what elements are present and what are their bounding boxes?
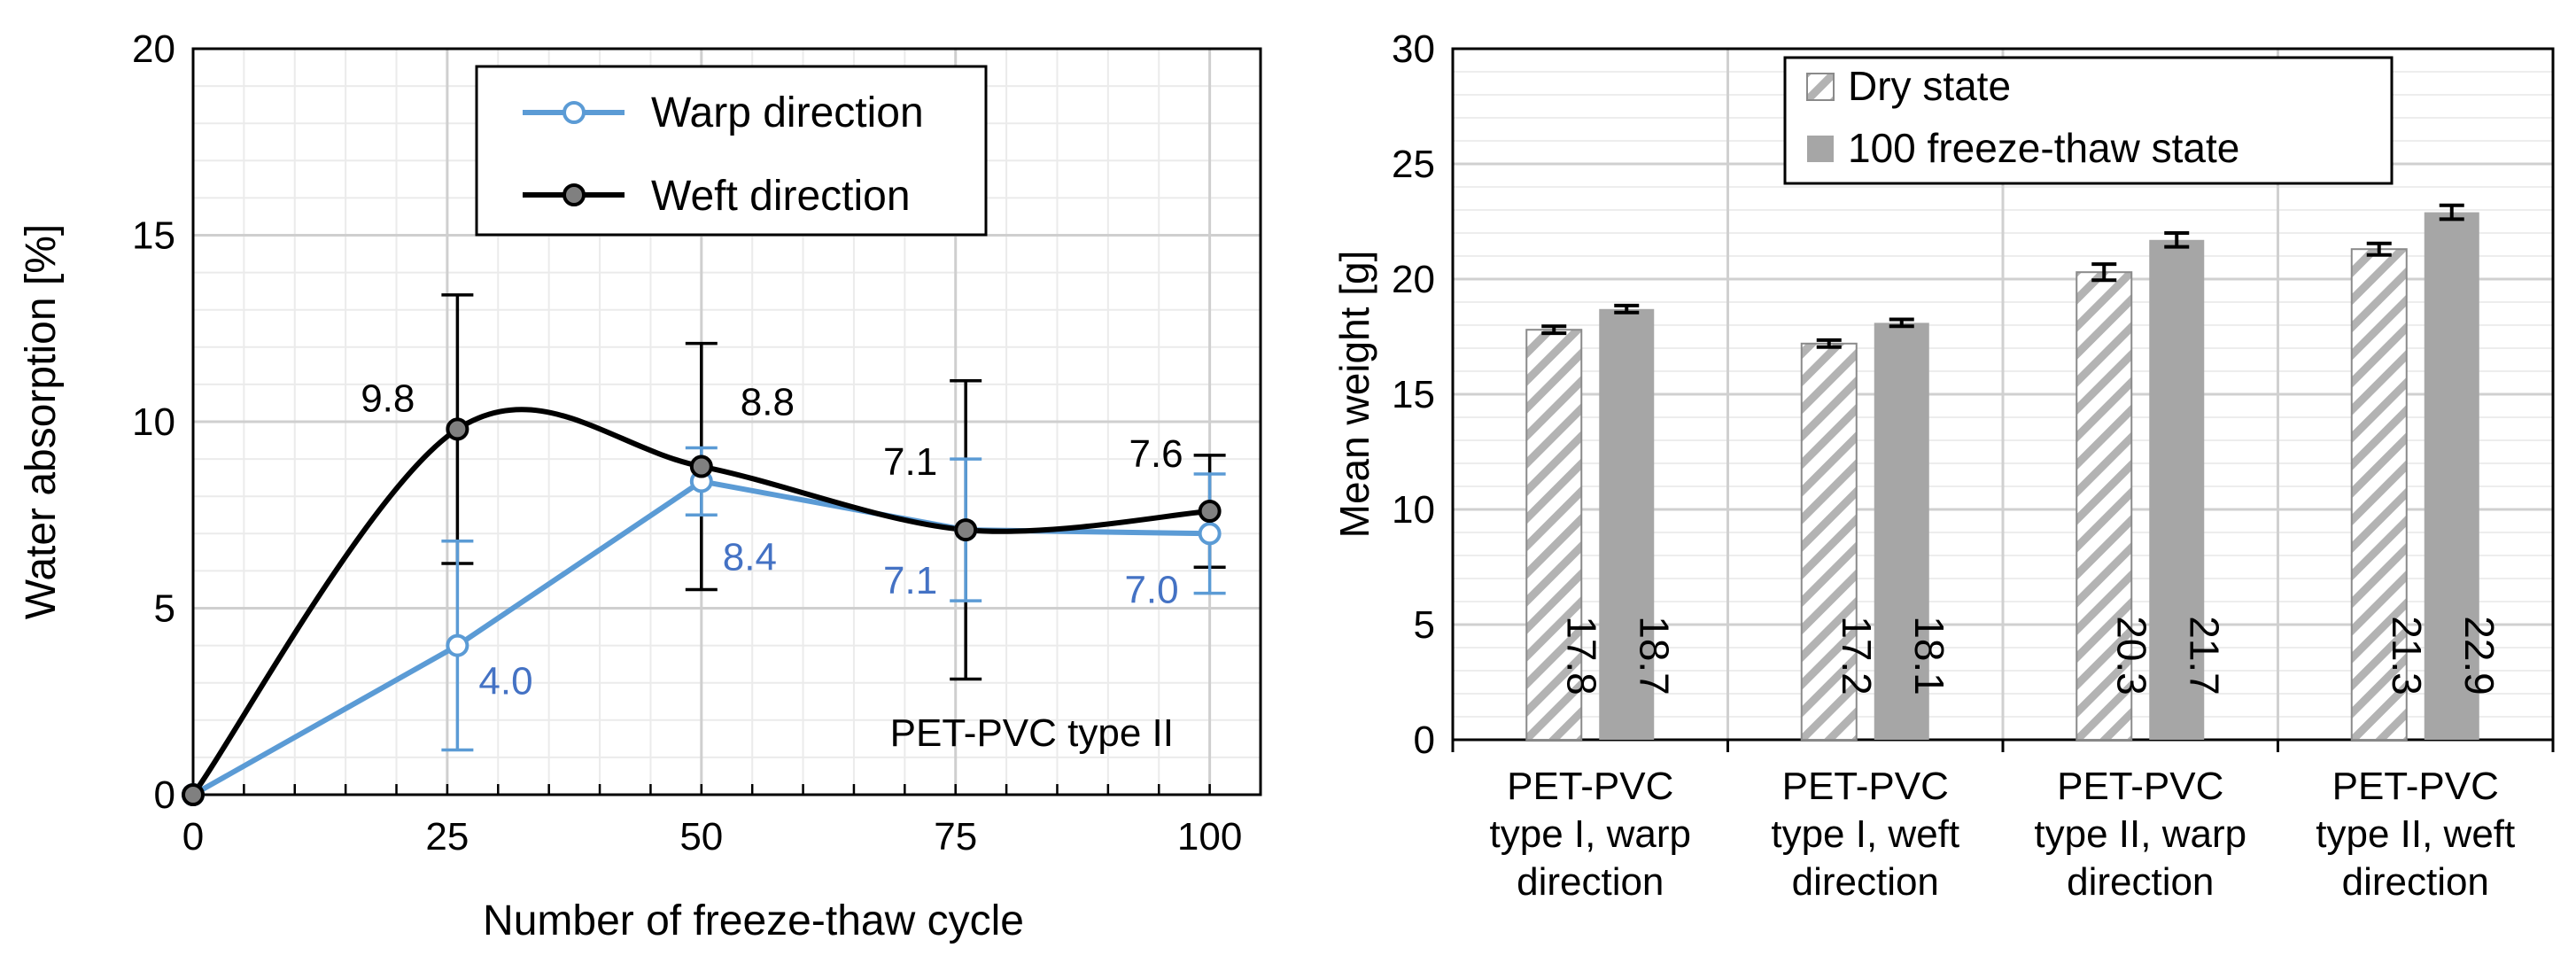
freeze-thaw-bar: [2149, 239, 2205, 740]
weft-point: [182, 783, 205, 806]
dry-state-value-label: 17.8: [1558, 616, 1604, 695]
legend: Dry state 100 freeze-thaw state: [1783, 56, 2394, 185]
legend-freeze-thaw-swatch: [1807, 136, 1834, 162]
legend: Warp direction Weft direction: [475, 65, 988, 237]
y-tick-label: 20: [1392, 258, 1435, 301]
freeze-thaw-bar: [1599, 308, 1655, 740]
weft-data-label: 9.8: [361, 377, 415, 420]
y-tick-label: 15: [132, 214, 175, 258]
weft-data-label: 8.8: [741, 381, 795, 424]
weft-point: [954, 518, 978, 542]
weft-point: [689, 454, 713, 478]
x-category-label: type I, weft: [1771, 812, 1959, 856]
x-category-label: direction: [2067, 860, 2214, 904]
legend-dry-swatch: [1806, 73, 1835, 101]
y-tick-label: 0: [1414, 719, 1435, 762]
freeze-thaw-value-label: 18.7: [1631, 616, 1677, 695]
x-category-label: PET-PVC: [2057, 765, 2223, 808]
x-category-label: type II, weft: [2316, 812, 2515, 856]
chart-annotation: PET-PVC type II: [890, 711, 1174, 755]
warp-data-label: 7.1: [883, 559, 937, 602]
y-tick-label: 30: [1392, 27, 1435, 71]
legend-weft-label: Weft direction: [651, 173, 911, 220]
warp-point: [1198, 522, 1222, 546]
freeze-thaw-value-label: 18.1: [1906, 616, 1952, 695]
x-category-label: PET-PVC: [2332, 765, 2499, 808]
legend-box: [1783, 56, 2394, 185]
freeze-thaw-bar: [2424, 212, 2479, 741]
x-category-label: type II, warp: [2034, 812, 2246, 856]
x-category-label: type I, warp: [1490, 812, 1691, 856]
warp-data-label: 4.0: [478, 660, 532, 703]
warp-data-label: 8.4: [723, 535, 777, 579]
x-tick-label: 25: [425, 815, 469, 858]
freeze-thaw-value-label: 22.9: [2456, 616, 2502, 695]
y-axis-title: Mean weight [g]: [1331, 251, 1377, 539]
y-axis-title: Water absorption [%]: [18, 224, 65, 619]
weft-point: [446, 417, 469, 441]
dry-state-bar: [2076, 271, 2133, 741]
freeze-thaw-value-label: 21.7: [2181, 616, 2227, 695]
y-tick-label: 20: [132, 27, 175, 71]
x-axis-title: Number of freeze-thaw cycle: [483, 897, 1024, 944]
weft-data-label: 7.6: [1129, 432, 1183, 476]
y-tick-label: 5: [154, 587, 175, 631]
dry-state-value-label: 21.3: [2384, 616, 2430, 695]
x-category-label: direction: [1517, 860, 1664, 904]
legend-weft-marker: [563, 183, 586, 206]
legend-freeze-thaw-label: 100 freeze-thaw state: [1848, 125, 2239, 171]
x-tick-label: 50: [679, 815, 723, 858]
y-tick-label: 15: [1392, 373, 1435, 416]
weft-series-line: [190, 407, 1210, 796]
x-category-label: direction: [1792, 860, 1939, 904]
x-tick-label: 75: [934, 815, 977, 858]
plot-frame: [191, 47, 1262, 796]
y-tick-label: 10: [132, 400, 175, 444]
dry-state-value-label: 20.3: [2108, 616, 2154, 695]
y-tick-label: 25: [1392, 143, 1435, 186]
dry-state-value-label: 17.2: [1834, 616, 1880, 695]
legend-dry-label: Dry state: [1848, 63, 2011, 109]
x-category-label: PET-PVC: [1507, 765, 1673, 808]
y-tick-label: 0: [154, 773, 175, 817]
legend-box: [475, 65, 988, 237]
line-chart: 0 25 50 75 100 0 5 10 15 20 Number of freeze-thaw …: [18, 27, 1262, 944]
warp-point: [446, 633, 469, 657]
weft-data-label: 7.1: [883, 440, 937, 484]
dry-state-bar: [2350, 248, 2408, 741]
weft-point: [1198, 500, 1222, 524]
warp-data-label: 7.0: [1124, 568, 1178, 611]
dry-state-bar: [1800, 342, 1858, 741]
x-tick-label: 0: [182, 815, 204, 858]
x-category-label: direction: [2342, 860, 2489, 904]
x-category-label: PET-PVC: [1782, 765, 1949, 808]
x-tick-label: 100: [1177, 815, 1242, 858]
legend-warp-marker: [563, 101, 586, 124]
y-tick-label: 5: [1414, 603, 1435, 647]
freeze-thaw-bar: [1874, 322, 1929, 740]
y-tick-label: 10: [1392, 488, 1435, 532]
legend-warp-label: Warp direction: [651, 89, 924, 136]
